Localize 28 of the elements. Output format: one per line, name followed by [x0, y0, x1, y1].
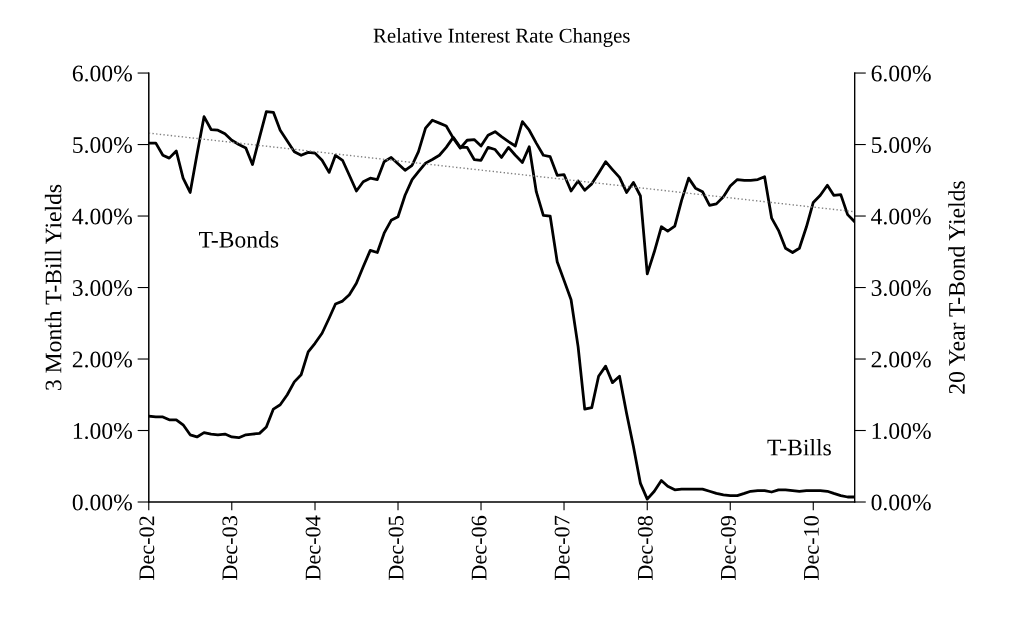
y-tick-label: 1.00% [73, 423, 132, 440]
x-tick-label: Dec-02 [139, 516, 155, 580]
y-axis-title: 3 Month T-Bill Yields [44, 184, 62, 390]
y2-tick-label: 1.00% [872, 423, 931, 440]
y2-tick-label: 5.00% [872, 137, 931, 154]
x-tick-label: Dec-03 [222, 516, 238, 580]
x-tick-label: Dec-10 [803, 516, 819, 580]
y-tick-label: 0.00% [72, 494, 132, 511]
x-tick-label: Dec-06 [471, 515, 487, 580]
x-tick-label: Dec-05 [388, 516, 404, 580]
y-tick-label: 5.00% [73, 137, 132, 154]
x-tick-label: Dec-09 [720, 516, 736, 580]
y2-tick-label: 3.00% [871, 280, 931, 297]
y2-tick-label: 0.00% [871, 494, 931, 511]
series-label: T-Bonds [199, 231, 279, 248]
y-tick-label: 4.00% [72, 208, 132, 225]
x-tick-label: Dec-08 [637, 516, 653, 580]
series-label: T-Bills [767, 438, 831, 456]
y-tick-label: 2.00% [72, 351, 132, 368]
y2-axis-title: 20 Year T-Bond Yields [948, 181, 965, 394]
y2-tick-label: 2.00% [871, 351, 931, 368]
chart-title: Relative Interest Rate Changes [373, 28, 630, 47]
y-tick-label: 6.00% [72, 65, 132, 82]
x-tick-label: Dec-04 [305, 515, 321, 580]
y-tick-label: 3.00% [72, 280, 132, 297]
y2-tick-label: 6.00% [871, 65, 931, 82]
x-tick-label: Dec-07 [554, 515, 570, 580]
y2-tick-label: 4.00% [871, 208, 931, 225]
